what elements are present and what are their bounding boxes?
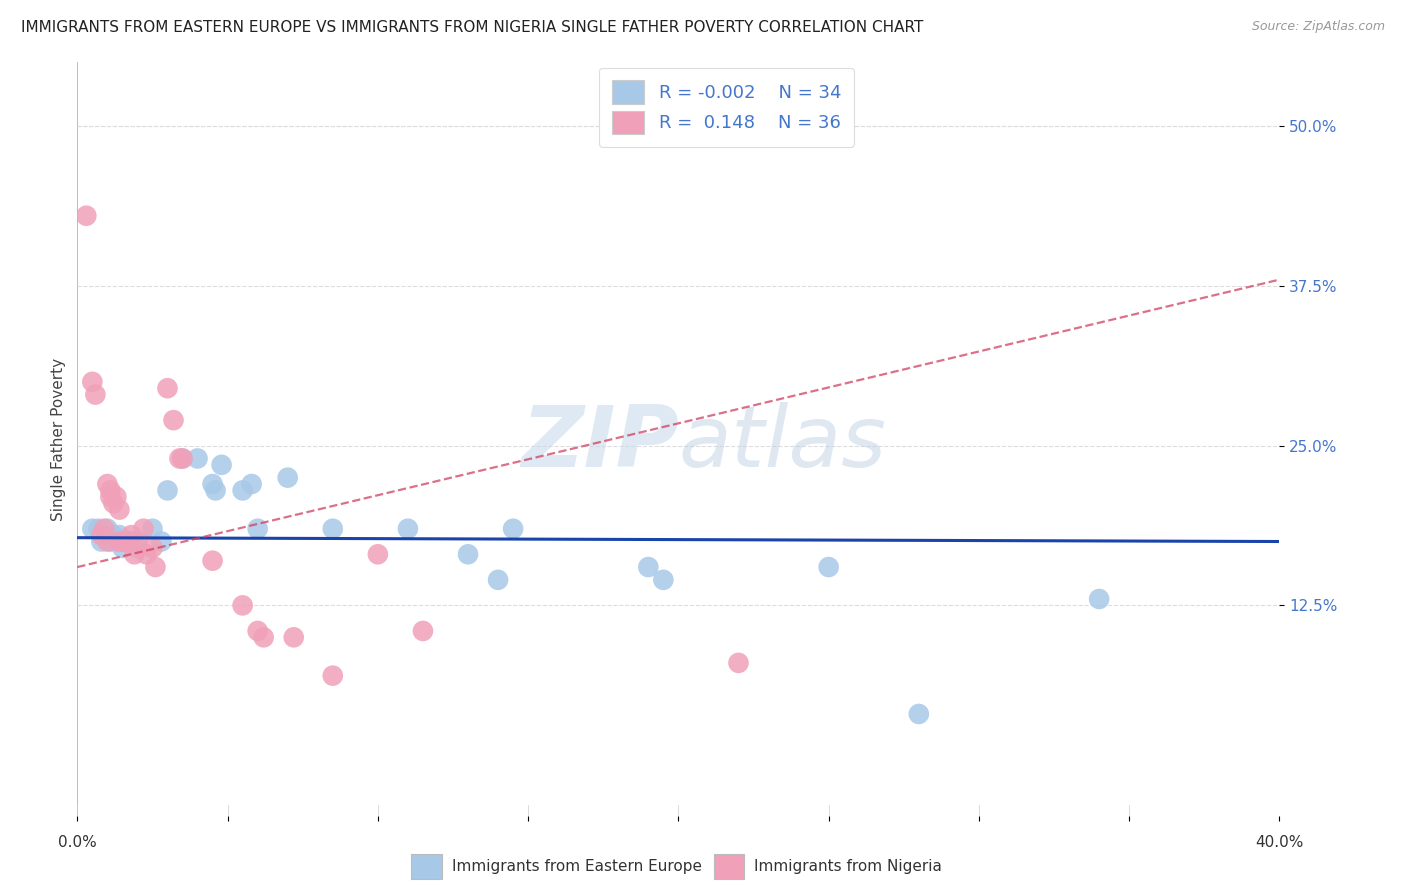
Point	[652, 573, 675, 587]
Point	[105, 490, 128, 504]
Point	[111, 534, 134, 549]
Point	[124, 547, 146, 561]
Point	[322, 522, 344, 536]
Point	[187, 451, 209, 466]
Point	[457, 547, 479, 561]
Point	[367, 547, 389, 561]
Text: ZIP: ZIP	[520, 401, 679, 484]
Point	[127, 541, 149, 555]
Point	[637, 560, 659, 574]
Point	[103, 496, 125, 510]
Point	[82, 522, 104, 536]
Legend: R = -0.002    N = 34, R =  0.148    N = 36: R = -0.002 N = 34, R = 0.148 N = 36	[599, 68, 853, 146]
Text: Immigrants from Nigeria: Immigrants from Nigeria	[755, 859, 942, 873]
Point	[100, 534, 122, 549]
Point	[201, 554, 224, 568]
Point	[283, 630, 305, 644]
Point	[96, 534, 118, 549]
Point	[84, 387, 107, 401]
Point	[100, 490, 122, 504]
Point	[502, 522, 524, 536]
Point	[396, 522, 419, 536]
Point	[90, 528, 112, 542]
Point	[108, 528, 131, 542]
Point	[727, 656, 749, 670]
Point	[162, 413, 184, 427]
Y-axis label: Single Father Poverty: Single Father Poverty	[51, 358, 66, 521]
Point	[246, 624, 269, 638]
Point	[100, 483, 122, 498]
Point	[111, 541, 134, 555]
Text: Source: ZipAtlas.com: Source: ZipAtlas.com	[1251, 20, 1385, 33]
Text: Immigrants from Eastern Europe: Immigrants from Eastern Europe	[453, 859, 702, 873]
Point	[108, 502, 131, 516]
Point	[141, 541, 163, 555]
Point	[87, 522, 110, 536]
Point	[156, 381, 179, 395]
Point	[817, 560, 839, 574]
Point	[96, 477, 118, 491]
Point	[105, 534, 128, 549]
Point	[412, 624, 434, 638]
Point	[172, 451, 194, 466]
Point	[75, 209, 97, 223]
Point	[114, 534, 136, 549]
Point	[232, 483, 254, 498]
Point	[253, 630, 276, 644]
Point	[204, 483, 226, 498]
Point	[145, 560, 167, 574]
Point	[117, 534, 139, 549]
Text: IMMIGRANTS FROM EASTERN EUROPE VS IMMIGRANTS FROM NIGERIA SINGLE FATHER POVERTY : IMMIGRANTS FROM EASTERN EUROPE VS IMMIGR…	[21, 20, 924, 35]
Point	[277, 470, 299, 484]
Point	[172, 451, 194, 466]
Point	[120, 534, 142, 549]
Point	[150, 534, 173, 549]
Text: 40.0%: 40.0%	[1256, 835, 1303, 850]
Point	[103, 528, 125, 542]
Point	[169, 451, 191, 466]
Point	[108, 534, 131, 549]
Point	[127, 534, 149, 549]
Point	[240, 477, 263, 491]
Point	[211, 458, 233, 472]
Point	[90, 534, 112, 549]
Point	[246, 522, 269, 536]
Text: 0.0%: 0.0%	[58, 835, 97, 850]
Point	[93, 522, 115, 536]
Point	[114, 534, 136, 549]
Point	[156, 483, 179, 498]
Point	[201, 477, 224, 491]
Point	[1088, 592, 1111, 607]
Point	[135, 547, 157, 561]
Point	[96, 522, 118, 536]
Point	[232, 599, 254, 613]
Point	[120, 528, 142, 542]
Point	[486, 573, 509, 587]
Point	[82, 375, 104, 389]
Point	[141, 522, 163, 536]
Point	[322, 668, 344, 682]
Point	[132, 522, 155, 536]
Text: atlas: atlas	[679, 401, 886, 484]
Point	[908, 706, 931, 721]
